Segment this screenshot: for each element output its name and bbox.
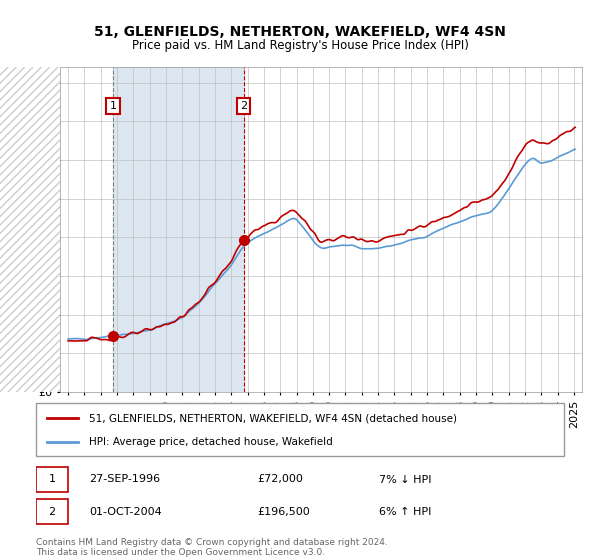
Text: 51, GLENFIELDS, NETHERTON, WAKEFIELD, WF4 4SN (detached house): 51, GLENFIELDS, NETHERTON, WAKEFIELD, WF… (89, 413, 457, 423)
Text: £72,000: £72,000 (258, 474, 304, 484)
Text: 01-OCT-2004: 01-OCT-2004 (89, 507, 161, 517)
Text: Price paid vs. HM Land Registry's House Price Index (HPI): Price paid vs. HM Land Registry's House … (131, 39, 469, 52)
FancyBboxPatch shape (36, 403, 564, 456)
Text: 1: 1 (110, 101, 116, 111)
FancyBboxPatch shape (36, 499, 68, 525)
Text: 7% ↓ HPI: 7% ↓ HPI (379, 474, 432, 484)
Bar (113, 67, 244, 392)
Text: 2: 2 (48, 507, 55, 517)
Text: Contains HM Land Registry data © Crown copyright and database right 2024.
This d: Contains HM Land Registry data © Crown c… (36, 538, 388, 557)
Text: 1: 1 (49, 474, 55, 484)
Text: 27-SEP-1996: 27-SEP-1996 (89, 474, 160, 484)
Text: HPI: Average price, detached house, Wakefield: HPI: Average price, detached house, Wake… (89, 436, 332, 446)
Text: 2: 2 (240, 101, 247, 111)
Text: £196,500: £196,500 (258, 507, 311, 517)
FancyBboxPatch shape (36, 466, 68, 492)
Text: 51, GLENFIELDS, NETHERTON, WAKEFIELD, WF4 4SN: 51, GLENFIELDS, NETHERTON, WAKEFIELD, WF… (94, 25, 506, 39)
Text: 6% ↑ HPI: 6% ↑ HPI (379, 507, 431, 517)
